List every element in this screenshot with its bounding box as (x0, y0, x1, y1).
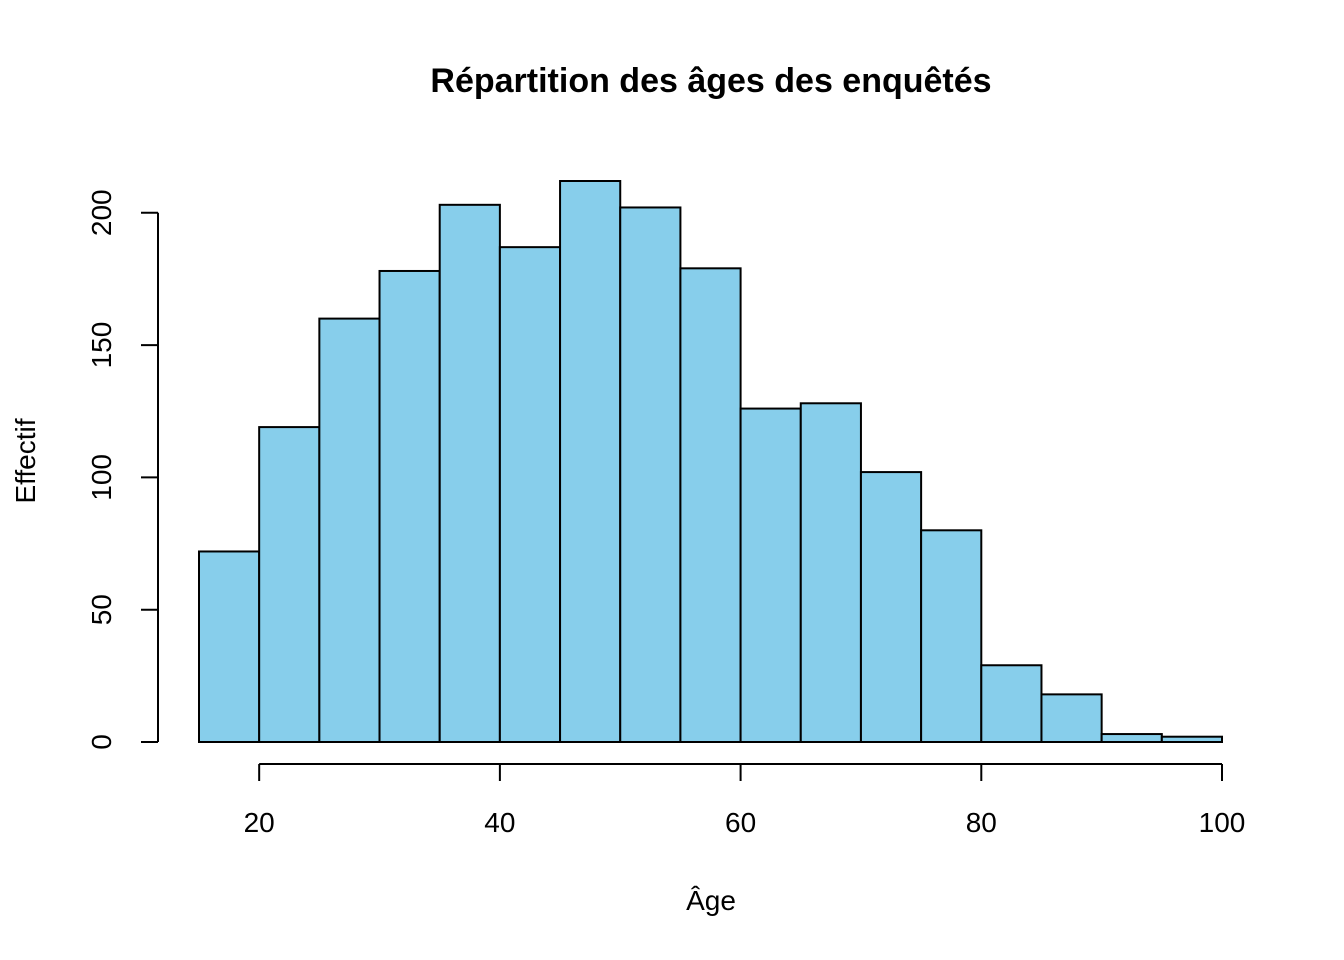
x-tick-label: 80 (966, 807, 997, 838)
histogram-bar (498, 246, 562, 743)
histogram-bar (799, 402, 862, 743)
histogram-bar (980, 664, 1043, 744)
y-axis-label: Effectif (10, 418, 41, 503)
y-tick-label: 100 (86, 454, 117, 501)
histogram-bar (619, 206, 682, 743)
x-axis-label: Âge (686, 885, 736, 916)
y-tick-label: 150 (86, 322, 117, 369)
y-axis: 0 50 100 150 200 (86, 189, 159, 750)
chart-title: Répartition des âges des enquêtés (430, 62, 991, 100)
x-tick-label: 40 (484, 807, 515, 838)
histogram-bar (378, 269, 441, 743)
histogram-bar (1100, 733, 1163, 744)
histogram-bar (739, 407, 802, 743)
y-tick-label: 50 (86, 594, 117, 625)
histogram-bar (679, 267, 742, 743)
histogram-bar (198, 550, 261, 743)
x-tick-label: 20 (244, 807, 275, 838)
histogram-bar (318, 317, 381, 743)
bars-group (198, 180, 1223, 744)
histogram-bar (1160, 735, 1223, 743)
x-tick-label: 60 (725, 807, 756, 838)
histogram-bar (258, 426, 321, 743)
y-tick-label: 200 (86, 189, 117, 236)
x-axis: 20 40 60 80 100 (244, 763, 1246, 838)
histogram-bar (438, 203, 501, 743)
histogram-bar (920, 529, 983, 743)
x-tick-label: 100 (1199, 807, 1246, 838)
histogram-bar (859, 471, 923, 743)
y-tick-label: 0 (86, 734, 117, 750)
histogram-bar (1040, 693, 1103, 743)
histogram-bar (559, 180, 622, 743)
